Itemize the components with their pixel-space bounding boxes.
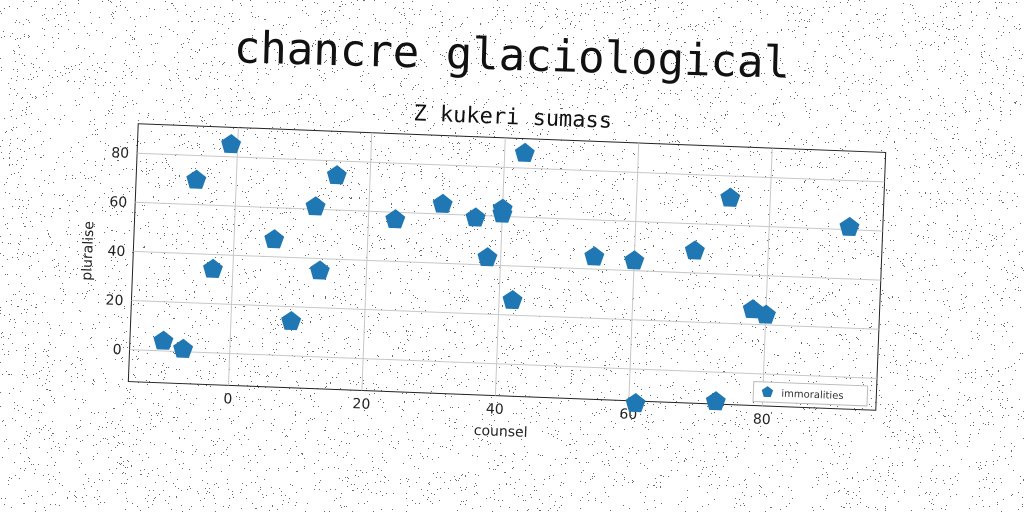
x-tick-label: 20 [352,396,370,413]
data-point [684,240,705,260]
x-grid-line [629,143,639,401]
y-axis-label: pluralise [79,221,97,281]
x-tick-label: 80 [753,412,771,429]
plot-frame [128,124,885,411]
x-axis-label: counsel [473,423,527,441]
data-point [264,229,285,249]
x-grid-line [362,133,372,391]
data-point [173,338,194,358]
grid-lines [128,124,885,411]
y-tick-label: 80 [111,145,129,162]
y-tick-label: 60 [109,194,127,211]
y-tick-label: 40 [107,243,125,260]
data-point [720,187,741,207]
x-grid-line [762,148,772,406]
data-point [477,247,498,267]
data-point [153,330,174,350]
data-point [186,169,207,189]
data-point [309,260,330,280]
data-point [326,165,347,185]
data-point [624,250,645,270]
data-point [514,142,535,162]
data-point [432,193,453,213]
data-point [502,290,523,310]
data-point [305,196,326,216]
x-grid-line [495,138,505,396]
data-points [151,129,862,421]
x-tick-label: 0 [223,391,233,407]
data-point [203,258,224,278]
y-tick-label: 0 [112,342,122,358]
data-point [839,216,860,236]
y-grid-line [130,350,877,379]
data-point [584,246,605,266]
y-grid-line [133,251,880,280]
y-tick-label: 20 [105,293,123,310]
y-grid-line [137,153,884,182]
data-point [465,207,486,227]
x-grid-line [228,128,238,386]
legend: immoralities [753,382,868,406]
data-point [705,391,726,411]
x-tick-label: 40 [486,401,504,418]
data-point [281,311,302,331]
chart-title: Z kukeri sumass [413,101,613,134]
